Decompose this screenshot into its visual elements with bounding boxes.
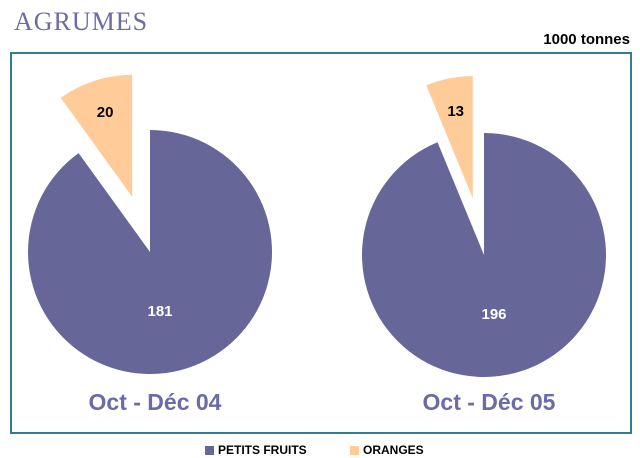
chart-frame <box>10 52 632 434</box>
data-label: 20 <box>97 104 114 121</box>
pie-slice <box>362 133 607 377</box>
legend-swatch <box>205 446 214 455</box>
data-label: 196 <box>481 306 506 323</box>
pie-slice <box>27 130 272 374</box>
legend-swatch <box>350 446 359 455</box>
data-label: 181 <box>147 303 172 320</box>
chart-title: Oct - Déc 04 <box>89 389 222 415</box>
chart-title: Oct - Déc 05 <box>423 389 556 415</box>
page-title: AGRUMES <box>14 7 148 36</box>
pie-slice <box>426 76 473 199</box>
unit-label: 1000 tonnes <box>543 31 630 48</box>
pie-slice <box>60 74 133 197</box>
legend-label: ORANGES <box>363 443 424 457</box>
legend-label: PETITS FRUITS <box>218 443 307 457</box>
data-label: 13 <box>447 103 464 120</box>
